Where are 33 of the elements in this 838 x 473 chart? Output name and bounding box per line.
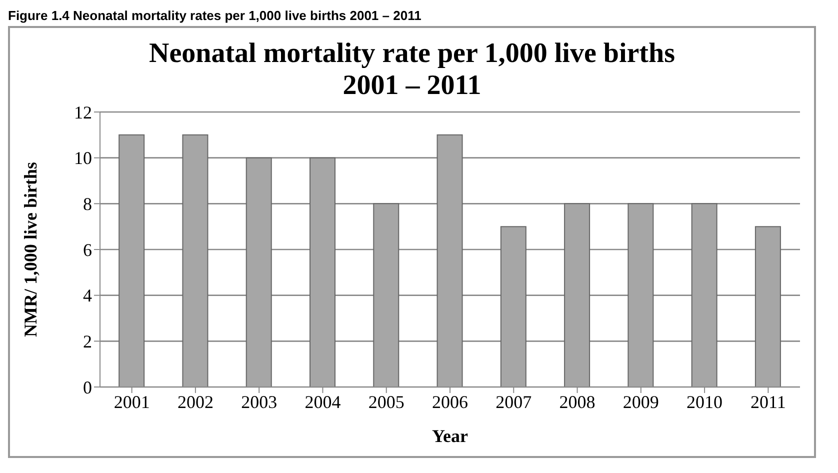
bar bbox=[436, 134, 463, 387]
x-tick-label: 2002 bbox=[177, 392, 214, 412]
x-tick-label: 2009 bbox=[622, 392, 659, 412]
x-tick-label: 2011 bbox=[750, 392, 786, 412]
y-tick-label: 8 bbox=[83, 194, 92, 214]
x-axis-title: Year bbox=[432, 426, 468, 446]
y-tick-label: 4 bbox=[83, 286, 92, 306]
y-tick-label: 6 bbox=[83, 240, 92, 260]
chart-title: Neonatal mortality rate per 1,000 live births 2001 – 2011 bbox=[148, 37, 676, 102]
y-tick-label: 10 bbox=[74, 148, 92, 168]
bar bbox=[118, 134, 145, 387]
x-tick-label: 2008 bbox=[559, 392, 596, 412]
x-tick-label: 2010 bbox=[686, 392, 723, 412]
y-tick-label: 0 bbox=[83, 377, 92, 398]
bar bbox=[500, 226, 526, 387]
x-tick-label: 2006 bbox=[432, 392, 468, 412]
y-tick-label: 2 bbox=[83, 332, 92, 352]
bar bbox=[310, 157, 336, 387]
caption: Figure 1.4 Neonatal mortality rates per 1,000 live births 2001 – 2011 bbox=[8, 8, 422, 25]
bar bbox=[246, 157, 272, 387]
bar bbox=[182, 134, 208, 387]
x-tick-label: 2004 bbox=[304, 392, 341, 412]
x-tick-label: 2003 bbox=[241, 392, 278, 412]
x-tick-label: 2005 bbox=[368, 392, 404, 412]
bar bbox=[373, 203, 400, 387]
x-tick-label: 2001 bbox=[114, 392, 150, 412]
bar bbox=[628, 203, 654, 387]
bar bbox=[691, 203, 718, 387]
y-axis-title: NMR/ 1,000 live births bbox=[20, 162, 40, 337]
bar bbox=[564, 203, 590, 387]
x-tick-label: 2007 bbox=[496, 392, 532, 412]
y-tick-label: 12 bbox=[74, 102, 92, 122]
bar bbox=[754, 226, 781, 387]
